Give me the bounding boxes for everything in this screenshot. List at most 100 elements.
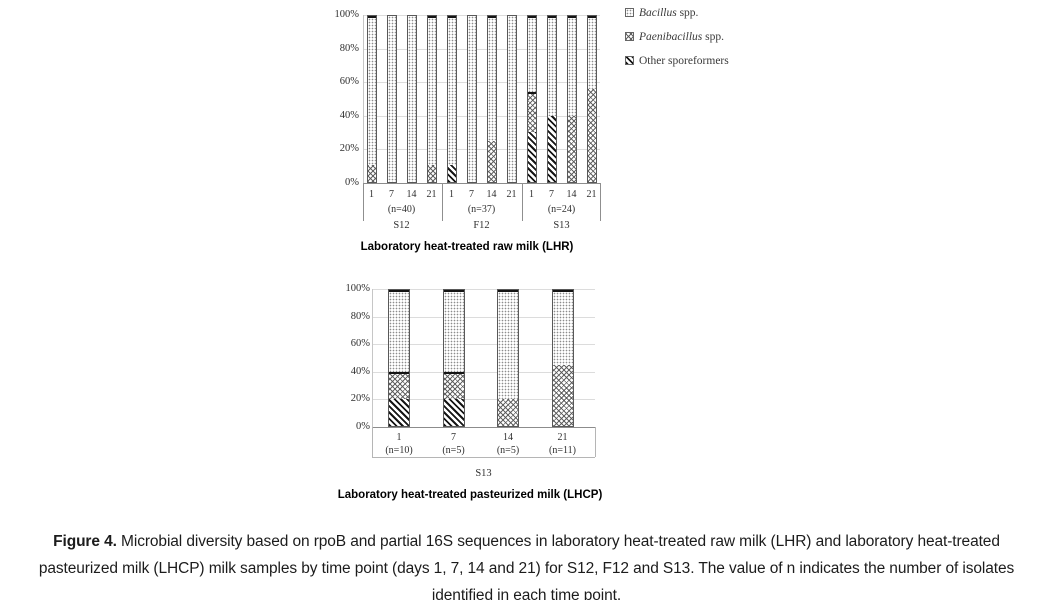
x-tick-label: 21	[506, 189, 517, 200]
x-tick-label: 14	[566, 189, 577, 200]
x-tick-label: 7	[549, 189, 554, 200]
figure-caption-label: Figure 4.	[53, 533, 117, 550]
legend-item-other: Other sporeformers	[625, 54, 795, 67]
stacked-bar-day-14-11	[566, 15, 577, 183]
paenibacillus-segment	[443, 371, 464, 399]
gridline-40	[363, 115, 600, 117]
stacked-bar-day-7-10	[546, 15, 557, 183]
y-tick-label: 100%	[345, 283, 371, 294]
other-segment	[443, 398, 464, 426]
bacillus-segment	[552, 290, 573, 365]
gridline-80	[372, 316, 595, 318]
y-axis-line	[363, 15, 364, 183]
stacked-bar-day-14-3	[406, 15, 417, 183]
n-count-label: (n=11)	[549, 445, 576, 456]
bacillus-segment	[389, 290, 409, 372]
y-axis-line	[372, 289, 373, 427]
bacillus-segment	[487, 16, 496, 141]
legend-label-other: Other sporeformers	[639, 54, 729, 67]
stacked-bar-day-1-1	[366, 15, 377, 183]
chart-lhcp-title: Laboratory heat-treated pasteurized milk…	[337, 489, 603, 501]
x-tick-label: 1	[529, 189, 534, 200]
paenibacillus-segment	[427, 165, 436, 182]
group-separator	[600, 183, 601, 221]
y-tick-label: 40%	[350, 365, 370, 377]
group-label-F12: F12	[473, 220, 490, 231]
gridline-60	[363, 82, 600, 84]
x-tick-label: 14	[406, 189, 417, 200]
bacillus-segment	[387, 16, 396, 182]
bacillus-swatch-icon	[625, 8, 634, 17]
legend: Bacillus spp. Paenibacillus spp. Other spo…	[625, 6, 795, 78]
bacillus-segment	[367, 16, 376, 166]
x-axis-line	[372, 427, 595, 428]
stacked-bar-day-1-5	[446, 15, 457, 183]
stacked-bar-day-7-2	[386, 15, 397, 183]
group-separator	[521, 183, 523, 221]
legend-item-paenibacillus: Paenibacillus spp.	[625, 30, 795, 43]
x-tick-label: 21	[557, 432, 568, 443]
figure-caption: Figure 4. Microbial diversity based on r…	[20, 528, 1033, 600]
other-swatch-icon	[625, 56, 634, 65]
y-tick-label: 20%	[350, 393, 370, 405]
paenibacillus-segment	[487, 140, 496, 182]
stacked-bar-day-1-1	[388, 289, 410, 427]
bacillus-segment	[467, 16, 476, 182]
gridline-20	[363, 149, 600, 151]
x-tick-label: 7	[469, 189, 474, 200]
figure-caption-text: Microbial diversity based on rpoB and pa…	[38, 533, 1015, 600]
bacillus-segment	[498, 290, 518, 399]
x-tick-label: 21	[586, 189, 597, 200]
gridline-100	[363, 15, 600, 16]
x-tick-label: 7	[451, 432, 456, 443]
stacked-bar-day-21-8	[506, 15, 517, 183]
other-segment	[527, 132, 536, 182]
paenibacillus-swatch-icon	[625, 32, 634, 41]
gridline-60	[372, 344, 595, 346]
x-tick-label: 7	[389, 189, 394, 200]
x-tick-label: 1	[396, 432, 402, 443]
y-tick-label: 60%	[350, 338, 370, 350]
legend-label-bacillus: Bacillus spp.	[639, 6, 699, 19]
category-bracket-line	[372, 457, 595, 458]
stacked-bar-day-21-4	[426, 15, 437, 183]
gridline-80	[363, 48, 600, 50]
n-count-label: (n=37)	[467, 204, 496, 215]
paenibacillus-segment	[527, 92, 536, 133]
y-tick-label: 0%	[345, 177, 359, 188]
x-tick-label: 14	[503, 432, 513, 443]
n-count-label: (n=10)	[385, 445, 413, 456]
x-tick-label: 1	[449, 189, 454, 200]
stacked-bar-day-21-12	[586, 15, 597, 183]
gridline-40	[372, 371, 595, 373]
stacked-bar-day-14-3	[497, 289, 519, 427]
other-segment	[447, 165, 456, 182]
paenibacillus-segment	[498, 398, 518, 426]
legend-item-bacillus: Bacillus spp.	[625, 6, 795, 19]
y-tick-label: 0%	[356, 421, 370, 432]
stacked-bar-day-1-9	[526, 15, 537, 183]
paenibacillus-segment	[389, 371, 409, 399]
bacillus-segment	[567, 16, 576, 116]
n-count-label: (n=5)	[442, 445, 465, 456]
category-bracket-edge	[595, 427, 596, 457]
bacillus-segment	[507, 16, 516, 182]
x-axis-line	[363, 183, 600, 184]
other-segment	[547, 115, 556, 182]
paenibacillus-segment	[587, 89, 596, 182]
n-count-label: (n=5)	[496, 445, 520, 456]
stacked-bar-day-21-4	[551, 289, 574, 427]
y-tick-label: 20%	[339, 143, 359, 155]
y-tick-label: 60%	[339, 76, 359, 88]
bacillus-segment	[527, 16, 536, 93]
n-count-label: (n=24)	[547, 204, 576, 215]
n-count-label: (n=40)	[387, 204, 416, 215]
paenibacillus-segment	[552, 364, 573, 426]
bacillus-segment	[407, 16, 416, 182]
bacillus-segment	[427, 16, 436, 166]
other-segment	[389, 398, 409, 426]
legend-label-paenibacillus: Paenibacillus spp.	[639, 30, 724, 43]
bacillus-segment	[443, 290, 464, 372]
bacillus-segment	[447, 16, 456, 166]
